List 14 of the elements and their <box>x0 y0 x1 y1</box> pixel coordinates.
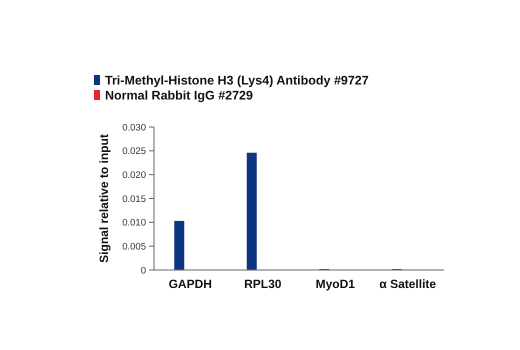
x-tick-label: α Satellite <box>379 277 436 291</box>
y-tick-label: 0.025 <box>122 146 146 158</box>
legend-label: Tri-Methyl-Histone H3 (Lys4) Antibody #9727 <box>105 73 369 88</box>
y-tick-label: 0.020 <box>122 170 146 181</box>
text: 0 <box>140 265 146 276</box>
x-tick-label: MyoD1 <box>316 277 356 291</box>
legend-label: Normal Rabbit IgG #2729 <box>105 88 254 102</box>
x-tick-label: RPL30 <box>244 277 282 291</box>
y-tick-label: 0.030 <box>122 122 146 134</box>
x-tick-label: GAPDH <box>168 277 212 291</box>
y-tick-label: 0.015 <box>122 194 146 205</box>
y-tick-label: 0.005 <box>122 241 146 252</box>
y-tick-label: 0.010 <box>122 218 146 229</box>
y-axis-title: Signal relative to input <box>97 134 111 263</box>
